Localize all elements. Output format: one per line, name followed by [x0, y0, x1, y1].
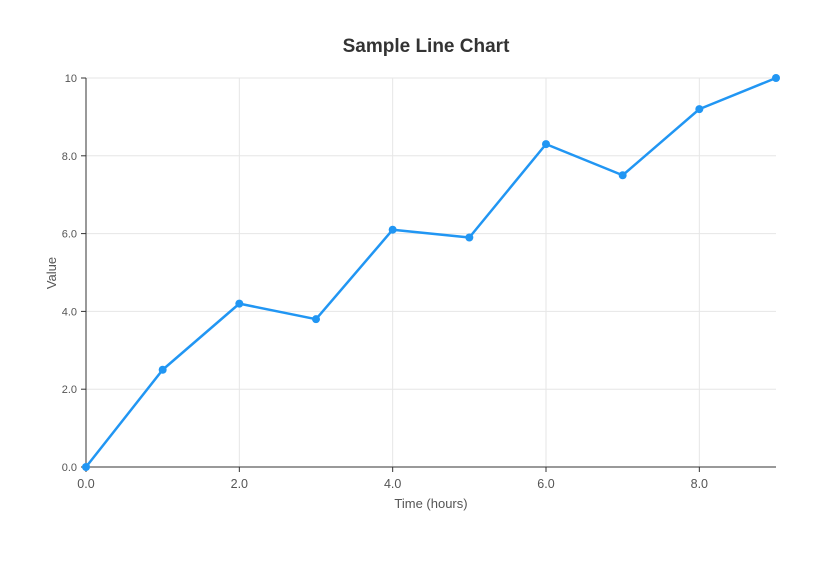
- axes: [81, 77, 776, 472]
- x-tick-label: 8.0: [691, 477, 708, 491]
- data-point[interactable]: [235, 299, 244, 308]
- series-line: [84, 76, 778, 469]
- y-tick-label: 6.0: [62, 229, 77, 241]
- data-point[interactable]: [772, 74, 780, 82]
- grid: [86, 77, 776, 467]
- data-point[interactable]: [312, 315, 320, 324]
- y-axis-label: Value: [44, 257, 59, 289]
- x-tick-label: 2.0: [231, 477, 248, 491]
- data-point[interactable]: [695, 105, 704, 114]
- x-tick-label: 4.0: [384, 477, 401, 491]
- y-tick-label: 2.0: [62, 384, 77, 396]
- chart-title: Sample Line Chart: [343, 36, 510, 57]
- data-point[interactable]: [388, 225, 397, 234]
- data-point[interactable]: [618, 171, 627, 180]
- data-point[interactable]: [82, 463, 90, 471]
- y-tick-label: 4.0: [62, 306, 77, 318]
- series: [82, 74, 780, 471]
- data-point[interactable]: [465, 233, 474, 242]
- x-axis-label: Time (hours): [394, 496, 467, 511]
- y-tick-label: 0.0: [62, 462, 77, 474]
- y-tick-label: 10: [65, 73, 77, 85]
- data-point[interactable]: [542, 140, 550, 149]
- tick-labels: 0.0 2.0 4.0 6.0 8.0 10 0.0 2.0 4.0 6.0 8.0: [62, 73, 708, 491]
- x-tick-label: 0.0: [77, 477, 94, 491]
- x-tick-label: 6.0: [537, 477, 554, 491]
- y-tick-label: 8.0: [62, 151, 77, 163]
- data-point[interactable]: [158, 365, 167, 374]
